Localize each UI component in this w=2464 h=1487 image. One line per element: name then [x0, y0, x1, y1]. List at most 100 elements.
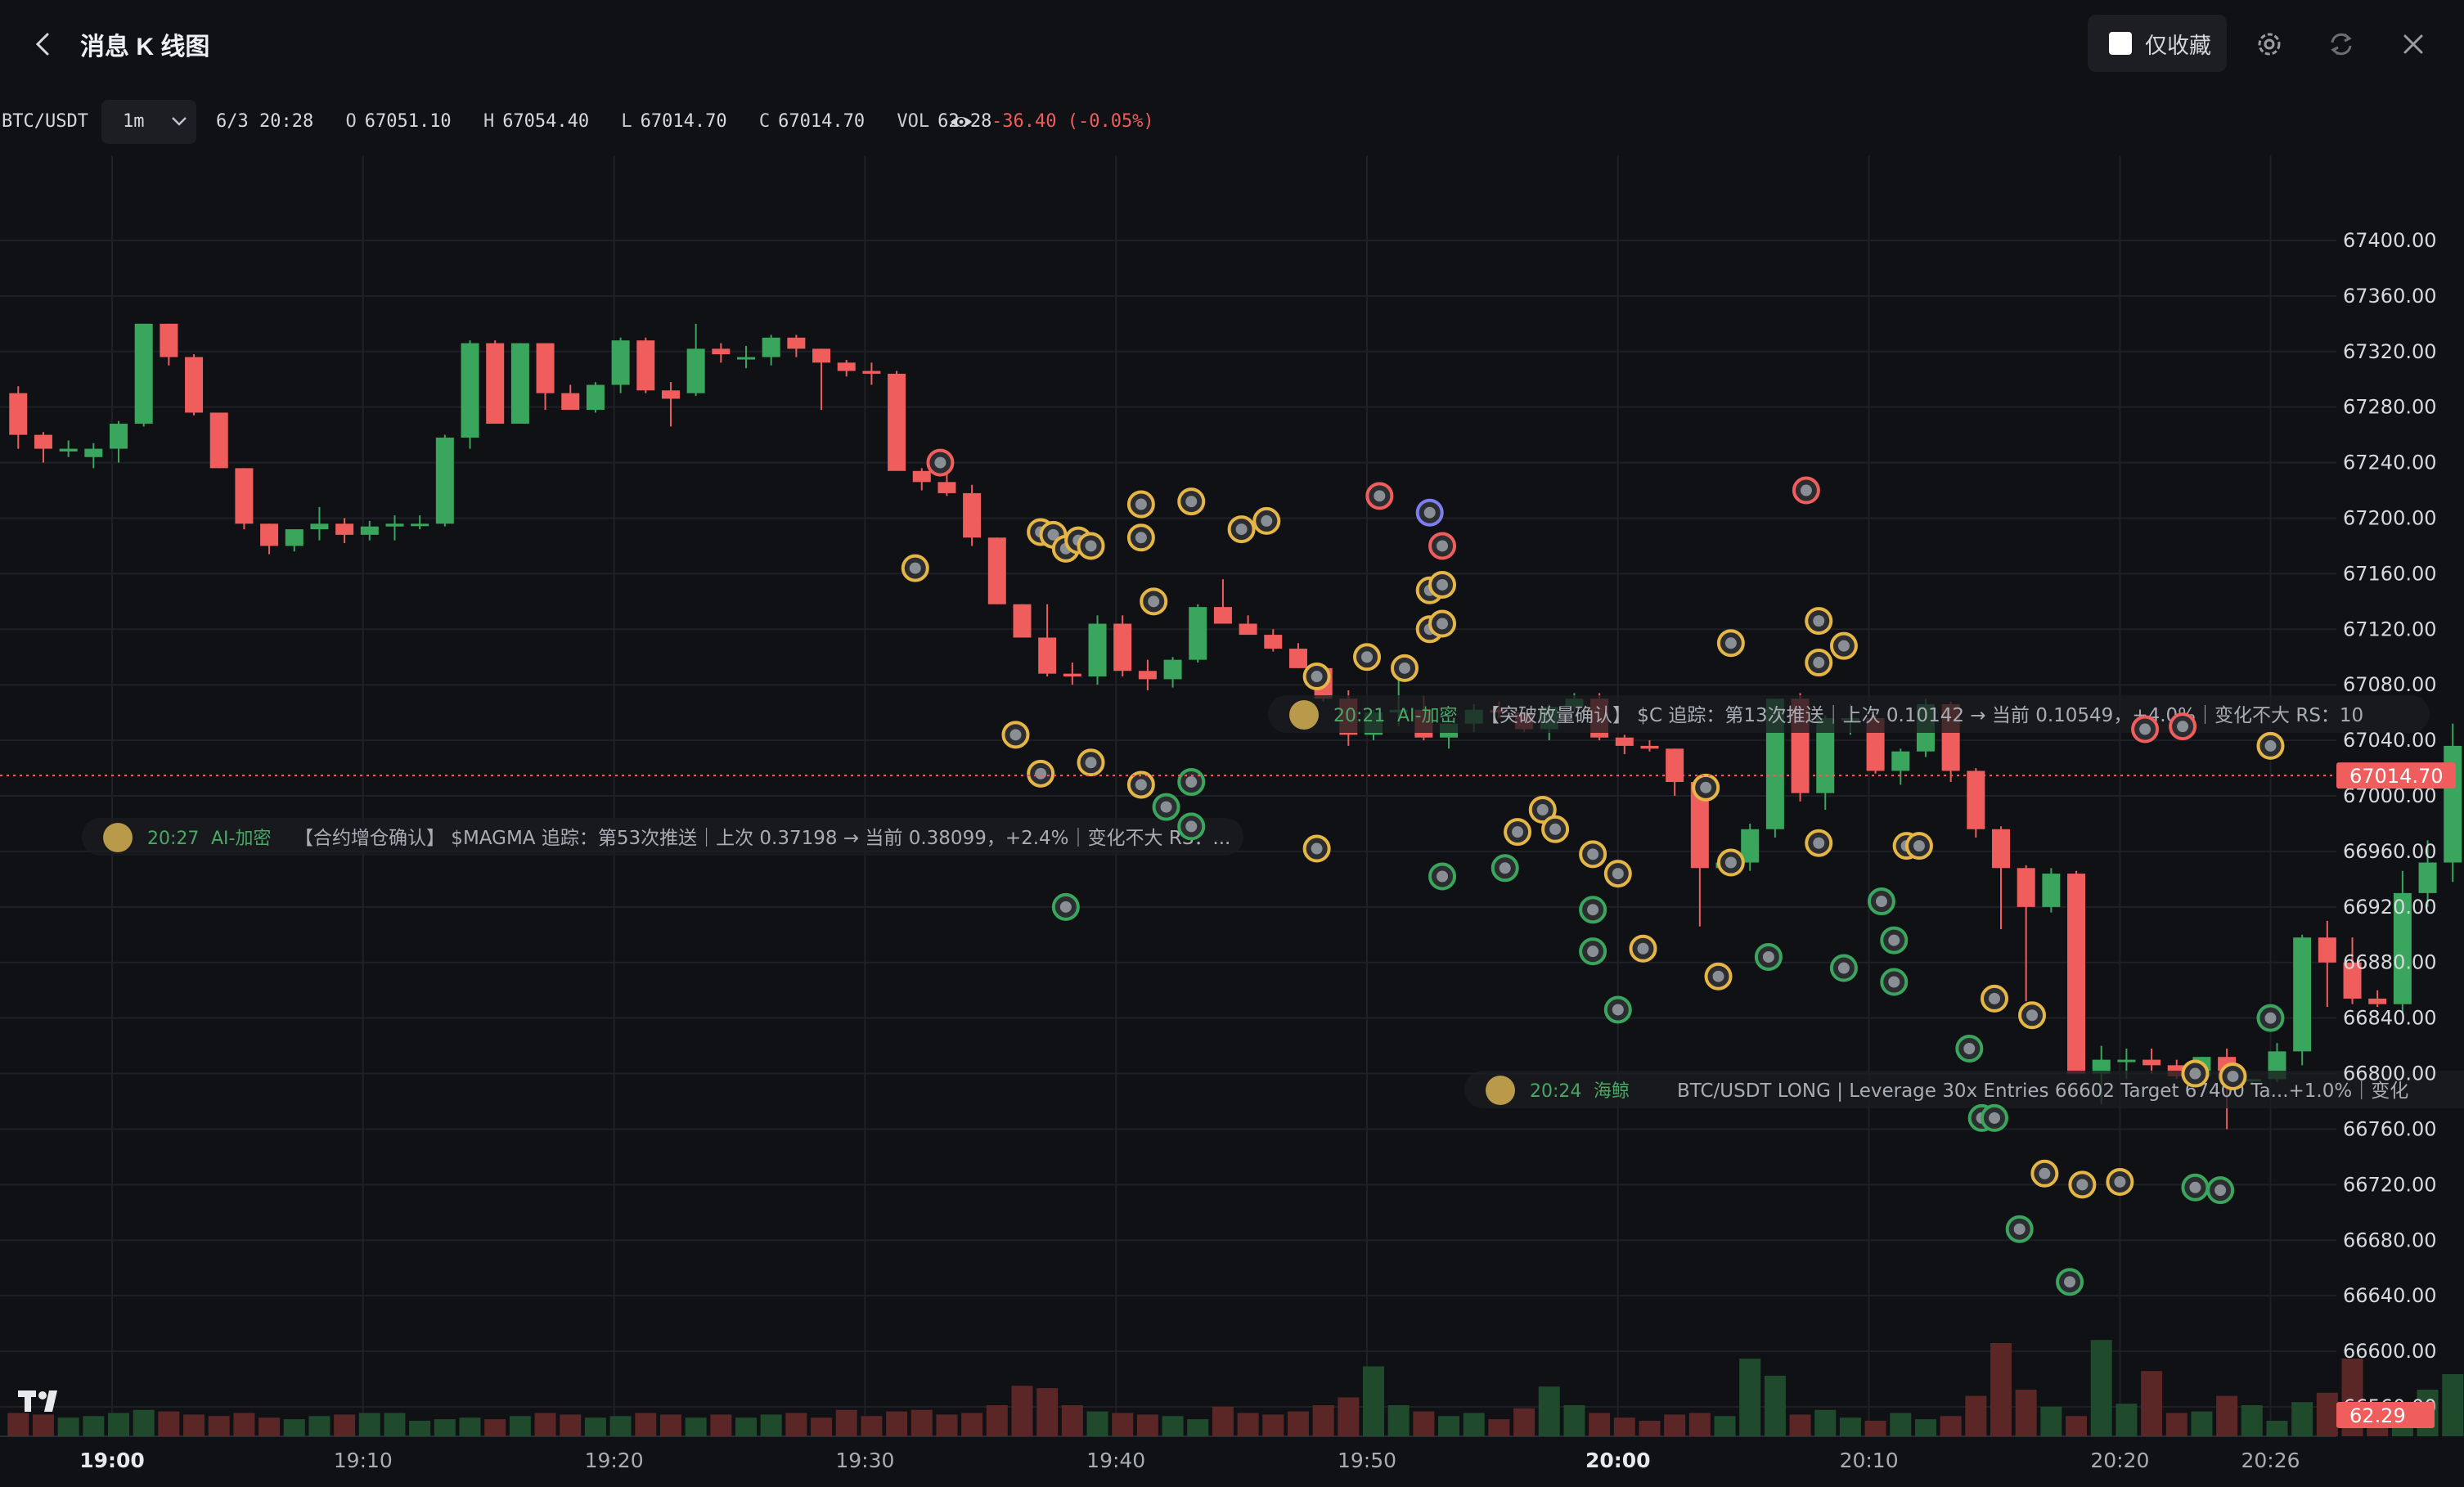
volume-bar	[1011, 1386, 1033, 1436]
close-button[interactable]	[2392, 23, 2435, 65]
message-badge-avatar	[1437, 618, 1449, 630]
candle-body	[912, 470, 931, 483]
time-tick-label: 20:26	[2241, 1449, 2300, 1472]
ohlc-info-bar: BTC/USDT 1m 6/3 20:28 O 67051.10 H 67054.4…	[0, 100, 2464, 146]
message-time: 20:24	[1530, 1081, 1581, 1102]
volume-bar	[1413, 1411, 1435, 1436]
message-badge-avatar	[1135, 532, 1147, 544]
volume-bar	[886, 1411, 908, 1436]
volume-bar	[1764, 1375, 1786, 1436]
volume-bar	[1237, 1413, 1259, 1436]
message-badge-avatar	[1160, 801, 1172, 813]
candle-body	[888, 373, 906, 471]
price-tick-label: 66960.00	[2343, 840, 2437, 863]
message-badge-avatar	[2264, 1012, 2277, 1024]
candle-body	[1189, 607, 1207, 660]
low-key: L	[621, 111, 632, 132]
refresh-button[interactable]	[2320, 23, 2363, 65]
candle-body	[1690, 782, 1709, 869]
message-badge-avatar	[2026, 1009, 2039, 1022]
volume-bar	[2165, 1413, 2187, 1436]
candle-body	[486, 343, 505, 425]
candle-body	[360, 526, 379, 535]
favorites-only-toggle[interactable]: 仅收藏	[2088, 15, 2227, 72]
message-badge-avatar	[1813, 615, 1825, 627]
volume-bar	[560, 1414, 582, 1436]
volume-bar	[133, 1409, 155, 1436]
price-tick-label: 67080.00	[2343, 673, 2437, 696]
close-value: 67014.70	[778, 111, 866, 132]
high-key: H	[483, 111, 495, 132]
message-badge-avatar	[1035, 767, 1047, 779]
volume-bar	[1739, 1359, 1761, 1436]
message-source: 海鲸	[1594, 1081, 1630, 1102]
settings-button[interactable]	[2248, 23, 2291, 65]
message-badge-avatar	[1437, 870, 1449, 883]
volume-bar	[1187, 1419, 1209, 1436]
price-tick-label: 67280.00	[2343, 396, 2437, 419]
candle-body	[310, 523, 329, 530]
message-badge-avatar	[1135, 498, 1147, 510]
message-badge-avatar	[1311, 842, 1323, 855]
price-tick-label: 66840.00	[2343, 1007, 2437, 1030]
candle-body	[160, 323, 178, 357]
message-badge-avatar	[1185, 820, 1198, 833]
volume-bar	[108, 1413, 129, 1436]
message-badge-avatar	[1437, 578, 1449, 591]
price-tick-label: 66800.00	[2343, 1062, 2437, 1085]
candle-body	[1288, 649, 1307, 668]
close-key: C	[758, 111, 771, 132]
price-tick-label: 66760.00	[2343, 1117, 2437, 1140]
message-badge-avatar	[1612, 1004, 1624, 1016]
message-badge-avatar	[1700, 781, 1712, 793]
volume-bar	[2266, 1421, 2288, 1436]
candle-body	[2343, 962, 2362, 999]
candle-body	[1038, 637, 1057, 674]
chevron-down-icon	[172, 117, 187, 126]
volume-bar	[1613, 1417, 1635, 1436]
candle-body	[84, 448, 103, 457]
volume-bar	[1789, 1414, 1811, 1436]
price-tick-label: 67200.00	[2343, 506, 2437, 529]
volume-bar	[2291, 1402, 2313, 1436]
candle-body	[110, 424, 128, 449]
message-badge-avatar	[2039, 1167, 2051, 1179]
chevron-left-icon	[35, 33, 49, 56]
candle-body	[862, 371, 881, 374]
candle-body	[2293, 937, 2312, 1052]
candle-body	[1063, 673, 1081, 677]
message-badge-avatar	[1185, 776, 1198, 788]
volume-bar	[1688, 1413, 1711, 1436]
volume-bar	[1914, 1419, 1936, 1436]
volume-bar	[735, 1417, 757, 1436]
message-badge-avatar	[1762, 950, 1774, 963]
message-badge-avatar	[1813, 657, 1825, 669]
message-time: 20:21	[1333, 706, 1385, 726]
volume-bar	[635, 1413, 657, 1436]
message-badge-avatar	[2189, 1181, 2201, 1193]
candlestick-chart[interactable]: 20:27 AI-加密 【合约增仓确认】 $MAGMA 追踪：第53次推送｜上次 0…	[0, 155, 2464, 1487]
back-button[interactable]	[23, 21, 62, 67]
volume-bar	[1864, 1421, 1886, 1436]
volume-bar	[1136, 1414, 1158, 1436]
eye-icon[interactable]	[949, 110, 973, 134]
volume-bars	[7, 1340, 2464, 1436]
price-tick-label: 67120.00	[2343, 618, 2437, 640]
message-badge-avatar	[1612, 868, 1624, 880]
message-time: 20:27	[147, 829, 199, 849]
volume-bar	[1589, 1413, 1611, 1436]
volume-bar	[685, 1417, 707, 1436]
message-pill	[82, 818, 1243, 856]
message-badge-avatar	[1374, 490, 1386, 502]
message-badge-avatar	[1148, 595, 1160, 608]
favorites-checkbox[interactable]	[2109, 32, 2132, 55]
timeframe-select[interactable]: 1m	[101, 100, 196, 144]
volume-bar	[183, 1414, 205, 1436]
candle-body	[1213, 607, 1232, 624]
message-badge-avatar	[1185, 496, 1198, 508]
candle-body	[837, 362, 856, 371]
time-axis: 19:00 19:10 19:20 19:30 19:40 19:50 20:00 20:10…	[79, 1449, 2300, 1472]
candle-body	[1666, 748, 1684, 783]
volume-bar	[1940, 1416, 1962, 1436]
candle-body	[385, 523, 404, 527]
